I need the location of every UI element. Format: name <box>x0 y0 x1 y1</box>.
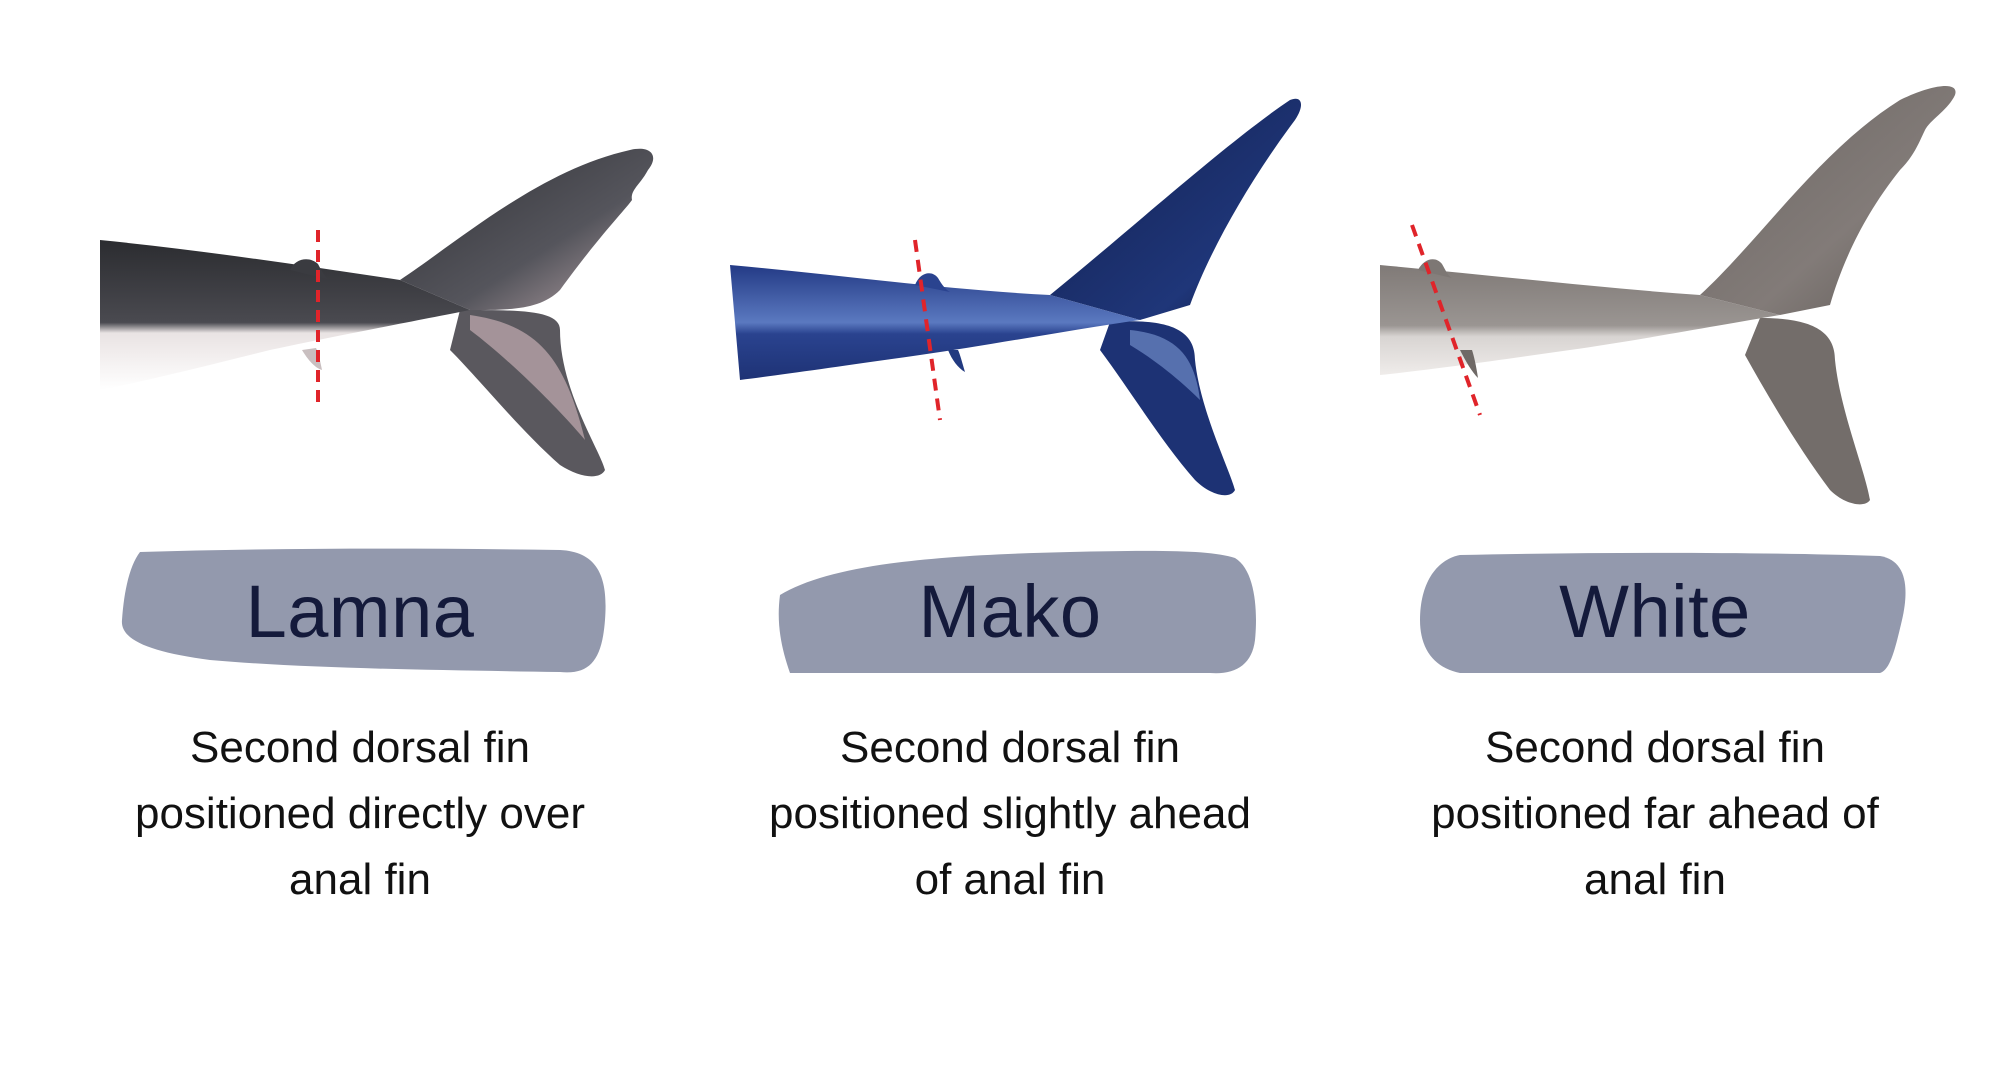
white-body <box>1380 265 1780 375</box>
mako-description-line: of anal fin <box>914 855 1106 904</box>
lamna-lower-lobe <box>450 310 605 477</box>
mako-label-shape <box>778 550 1256 674</box>
white-marker-line <box>1410 224 1482 416</box>
mako-description-line: Second dorsal fin <box>840 723 1180 772</box>
mako-body <box>730 265 1140 380</box>
white-lower-lobe <box>1745 318 1870 505</box>
panel-lamna: Lamna Second dorsal fin positioned direc… <box>40 0 680 1085</box>
lamna-body <box>100 240 470 390</box>
lamna-tail-illustration <box>100 148 654 477</box>
panel-mako: Mako Second dorsal fin positioned slight… <box>690 0 1330 1085</box>
lamna-description: Second dorsal fin positioned directly ov… <box>40 715 680 913</box>
lamna-description-line: anal fin <box>289 855 431 904</box>
lamna-name-label: Lamna <box>245 570 475 653</box>
white-tail-illustration <box>1380 85 1956 505</box>
lamna-description-line: Second dorsal fin <box>190 723 530 772</box>
mako-upper-lobe <box>1050 98 1302 320</box>
mako-second-dorsal-fin <box>915 273 950 292</box>
lamna-description-line: positioned directly over <box>134 789 585 838</box>
white-label-shape <box>1420 552 1906 673</box>
white-name-label: White <box>1559 570 1751 653</box>
mako-lower-lobe <box>1100 321 1235 496</box>
lamna-label-shape <box>121 548 606 673</box>
mako-description-line: positioned slightly ahead <box>769 789 1251 838</box>
white-anal-fin <box>1460 350 1478 378</box>
white-description: Second dorsal fin positioned far ahead o… <box>1335 715 1975 913</box>
mako-anal-fin <box>948 350 965 372</box>
white-description-line: positioned far ahead of <box>1431 789 1879 838</box>
panel-white: White Second dorsal fin positioned far a… <box>1340 0 1980 1085</box>
mako-tail-illustration <box>730 98 1302 496</box>
mako-name-label: Mako <box>918 570 1102 653</box>
mako-marker-line <box>913 239 942 421</box>
white-description-line: Second dorsal fin <box>1485 723 1825 772</box>
white-upper-lobe <box>1700 85 1956 315</box>
mako-description: Second dorsal fin positioned slightly ah… <box>690 715 1330 913</box>
lamna-upper-lobe <box>400 148 654 310</box>
white-description-line: anal fin <box>1584 855 1726 904</box>
